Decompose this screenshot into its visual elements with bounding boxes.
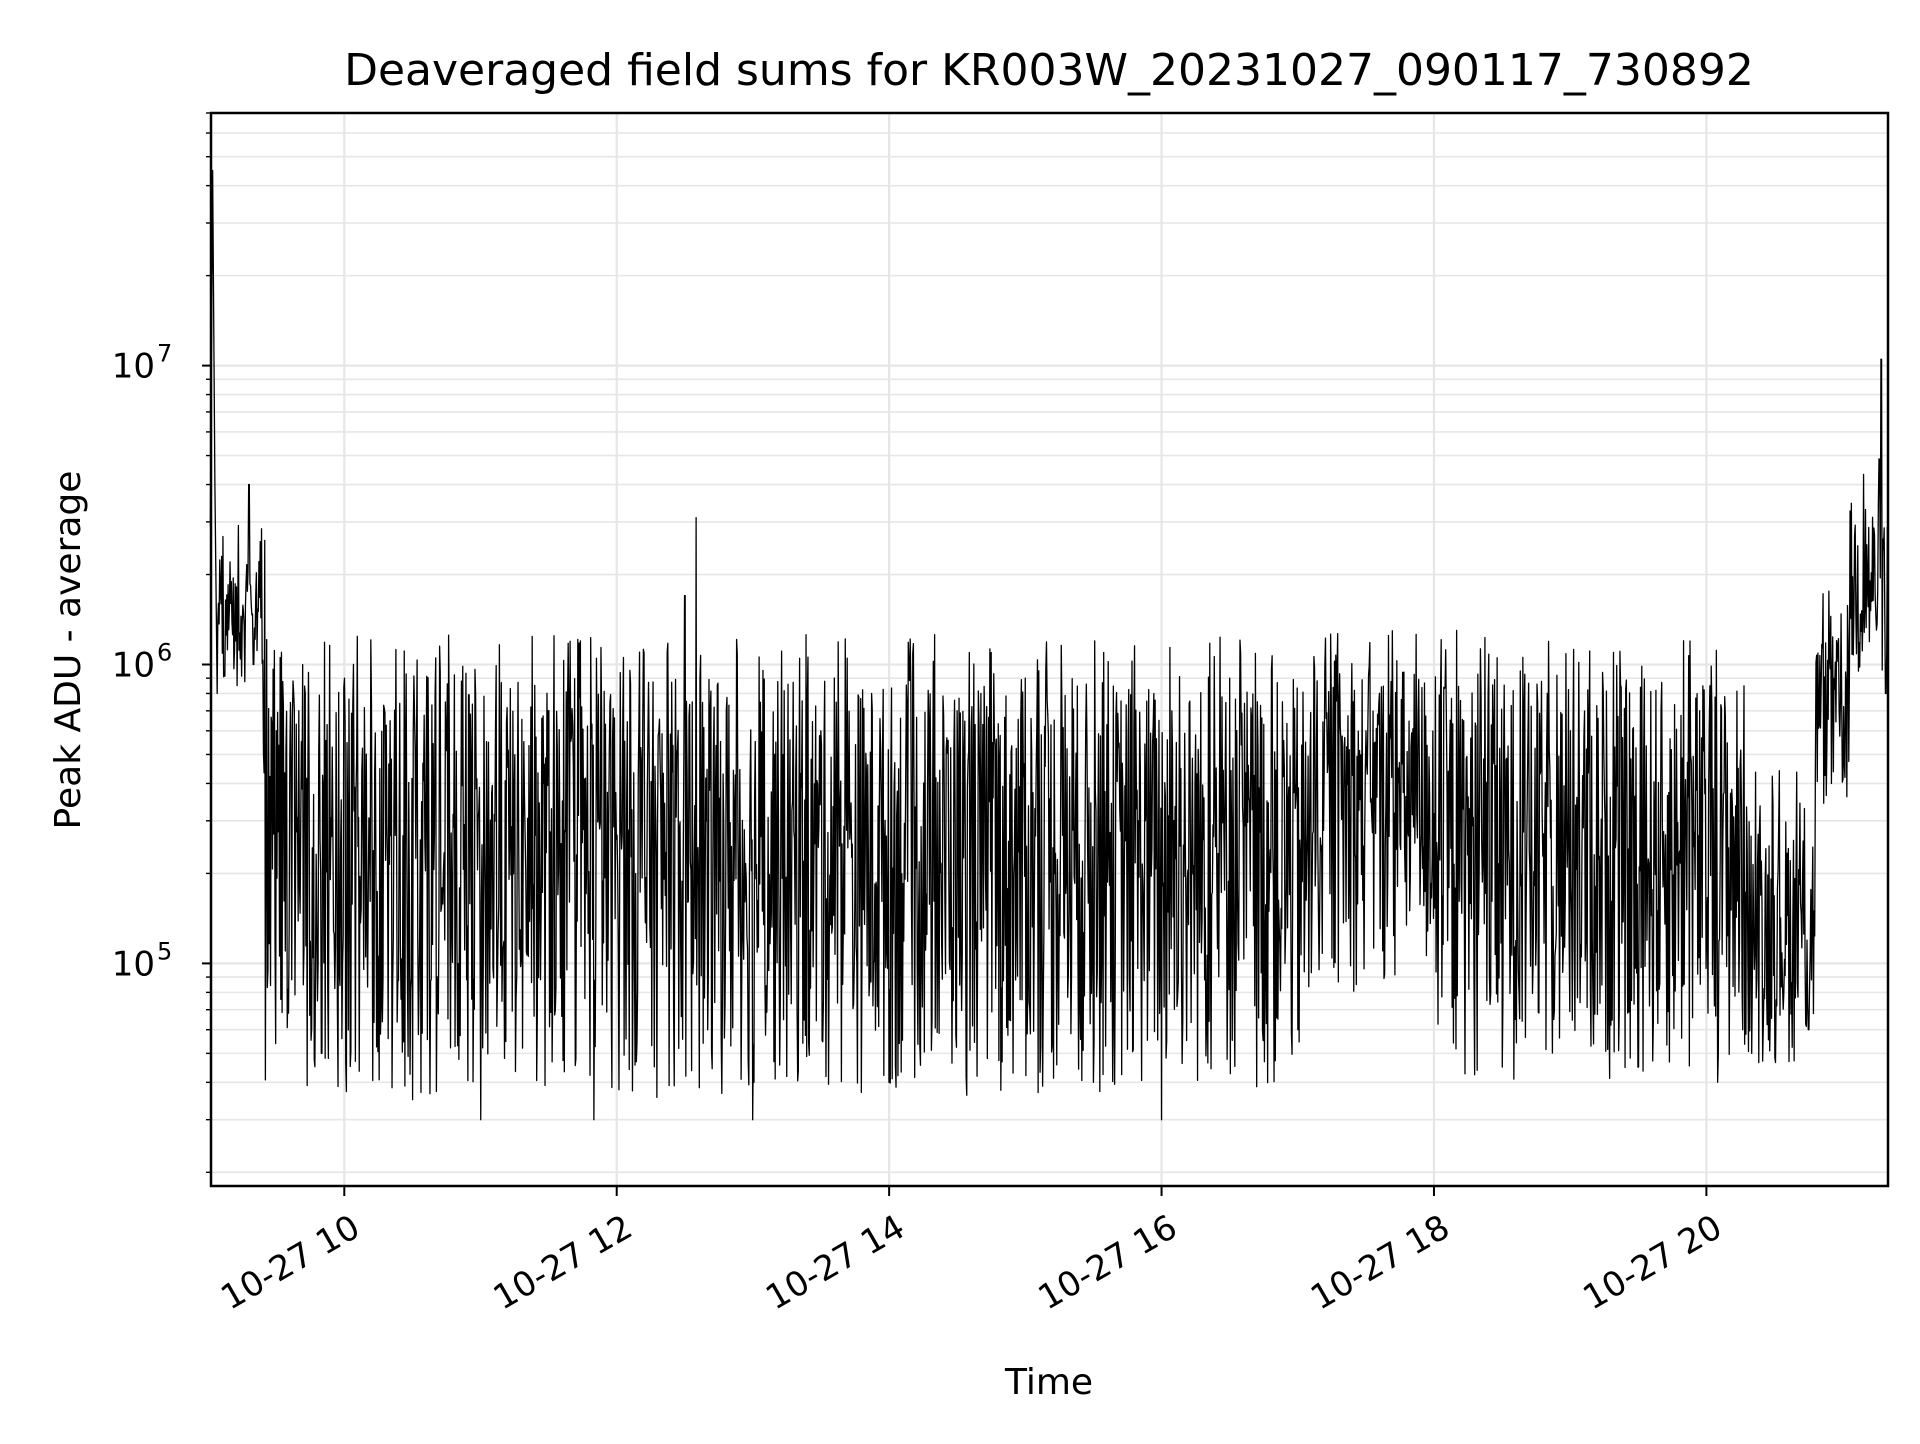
y-tick-exponent: 7 <box>157 340 172 368</box>
series-layer <box>209 169 1889 1121</box>
chart-title: Deaveraged field sums for KR003W_2023102… <box>344 45 1754 96</box>
plot-frame <box>209 111 1890 1188</box>
series-line <box>209 169 1889 1121</box>
y-axis-label: Peak ADU - average <box>48 471 89 830</box>
y-tick-exponent: 5 <box>157 937 172 965</box>
x-axis-label: Time <box>1004 1362 1093 1403</box>
y-tick-exponent: 6 <box>157 639 172 667</box>
y-tick-label: 10 <box>112 944 155 984</box>
y-tick-label: 10 <box>112 646 155 686</box>
y-tick-label: 10 <box>112 347 155 387</box>
